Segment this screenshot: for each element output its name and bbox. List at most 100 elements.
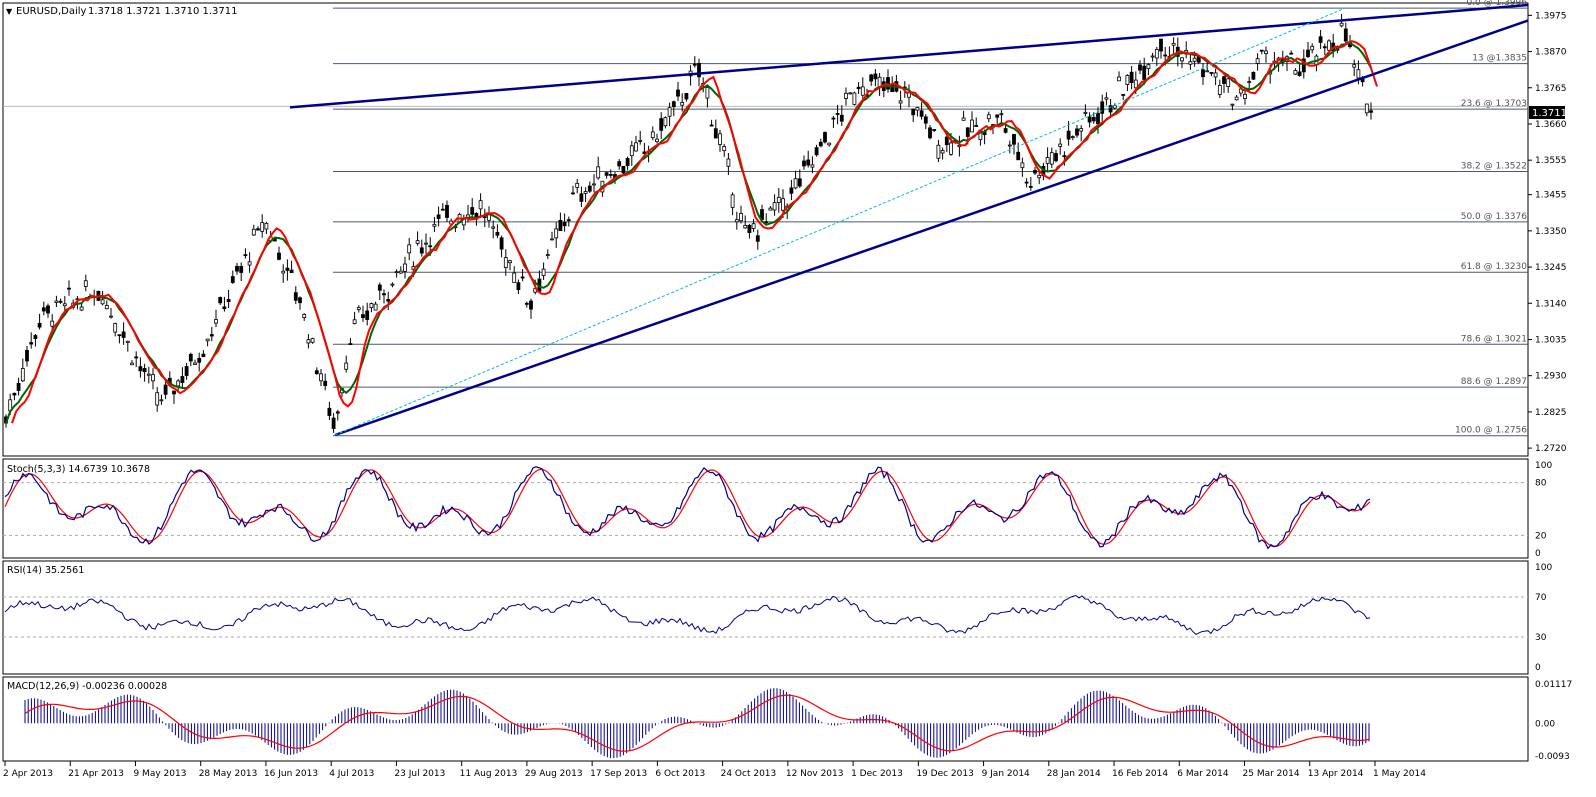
candle-body (377, 284, 382, 291)
x-tick-label: 24 Oct 2013 (721, 769, 777, 779)
candle-body (1007, 144, 1012, 147)
candle-body (940, 150, 945, 154)
rsi-title: RSI(14) 35.2561 (7, 565, 84, 576)
candle-body (235, 265, 239, 272)
candle-body (797, 178, 802, 187)
y-tick-label: 1.3660 (1535, 120, 1567, 130)
candle-body (1058, 143, 1063, 147)
macd-level-label: 0.01117 (1535, 680, 1572, 690)
y-tick-label: 1.3455 (1535, 191, 1567, 201)
candle-body (596, 166, 601, 179)
candle-body (424, 242, 428, 245)
candle-body (293, 292, 298, 301)
candle-body (1045, 157, 1050, 164)
symbol-dropdown-icon[interactable]: ▼ (6, 7, 13, 16)
stoch-level-label: 100 (1535, 461, 1552, 471)
candle-body (886, 77, 890, 90)
candle-body (566, 219, 571, 222)
candle-body (705, 86, 710, 99)
candle-body (440, 208, 445, 211)
candle-body (1138, 64, 1142, 71)
candle-body (541, 268, 546, 276)
candle-body (1024, 181, 1029, 184)
candle-body (587, 185, 592, 192)
candle-body (1343, 28, 1348, 42)
candle-body (1259, 49, 1264, 52)
x-tick-label: 28 May 2013 (199, 769, 258, 779)
candle-body (818, 141, 823, 147)
candle-body (104, 305, 109, 310)
candle-body (331, 417, 336, 429)
candle-body (218, 297, 223, 304)
candle-body (1251, 71, 1256, 80)
candle-body (928, 127, 932, 139)
candle-body (592, 183, 596, 186)
candle-body (382, 293, 386, 296)
x-tick-label: 25 Mar 2014 (1243, 769, 1300, 779)
candle-body (432, 223, 437, 227)
candle-body (961, 117, 966, 121)
lower-trendline (334, 19, 1529, 437)
candle-body (403, 263, 407, 272)
candle-body (1310, 45, 1315, 51)
y-tick-label: 1.2825 (1535, 408, 1567, 418)
candle-body (558, 219, 563, 232)
candle-body (142, 368, 147, 373)
candle-body (1091, 116, 1096, 122)
candle-body (1104, 97, 1109, 100)
candle-body (176, 380, 181, 387)
candle-body (1201, 69, 1205, 78)
candle-body (667, 107, 672, 117)
candle-body (965, 127, 970, 137)
candle-body (1037, 174, 1042, 179)
candle-body (516, 282, 521, 291)
candle-body (923, 116, 928, 124)
stoch-main-line (4, 466, 1371, 550)
candle-body (352, 319, 357, 324)
candle-body (373, 303, 378, 311)
candle-body (734, 219, 739, 223)
candle-body (575, 182, 580, 188)
x-tick-label: 17 Sep 2013 (590, 769, 647, 779)
fib-label: 50.0 @ 1.3376 (1461, 212, 1528, 222)
candle-body (125, 340, 130, 343)
candle-body (394, 271, 399, 274)
candle-body (130, 362, 134, 366)
candle-body (398, 270, 403, 274)
y-tick-label: 1.2720 (1535, 444, 1567, 454)
candle-body (545, 254, 550, 256)
candle-body (1096, 112, 1100, 125)
candle-body (188, 353, 193, 362)
symbol-label: EURUSD,Daily (16, 6, 87, 17)
candle-body (730, 194, 735, 208)
candle-body (802, 160, 806, 167)
x-tick-label: 6 Mar 2014 (1177, 769, 1229, 779)
candle-body (302, 313, 307, 318)
candle-body (919, 110, 924, 117)
candle-body (709, 124, 714, 127)
candle-body (369, 303, 374, 308)
candle-body (54, 300, 59, 303)
x-tick-label: 16 Jun 2013 (264, 769, 318, 779)
candle-body (348, 343, 353, 345)
rsi-level-label: 100 (1535, 563, 1552, 573)
candle-body (747, 224, 752, 233)
candle-body (604, 172, 609, 176)
candle-body (33, 335, 38, 339)
candle-body (1117, 76, 1121, 82)
candle-body (1322, 46, 1327, 49)
candle-body (550, 238, 554, 241)
candle-body (1129, 71, 1134, 83)
candle-body (663, 117, 668, 127)
fib-label: 88.6 @ 1.2897 (1461, 377, 1527, 387)
candle-body (306, 339, 311, 344)
candle-body (1180, 57, 1184, 62)
candle-body (1222, 76, 1226, 84)
candle-body (281, 270, 286, 274)
candle-body (1306, 49, 1310, 58)
candle-body (810, 164, 815, 168)
candle-body (37, 322, 42, 328)
candle-body (1033, 170, 1037, 174)
candle-body (1049, 152, 1054, 165)
